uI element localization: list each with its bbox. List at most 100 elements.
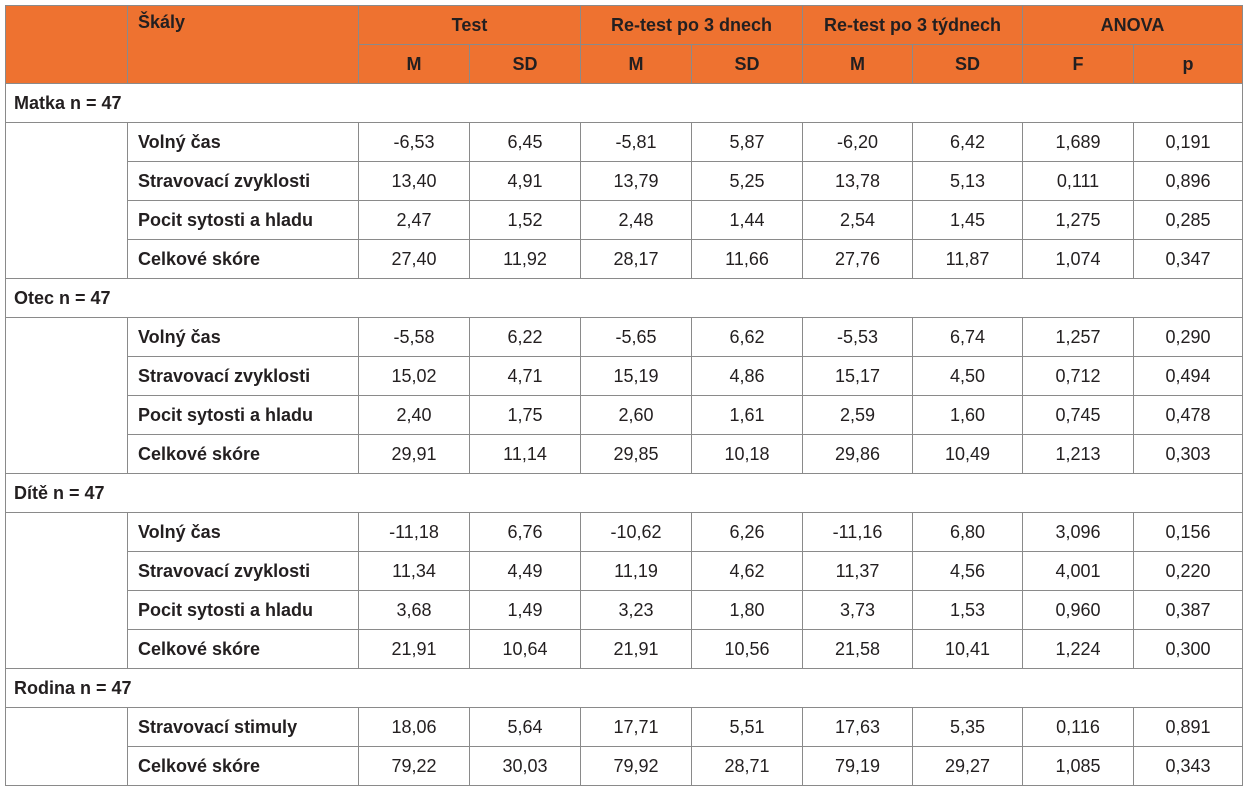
header-sub-f: F (1022, 44, 1134, 84)
value-cell: -5,65 (580, 317, 692, 357)
value-cell: -5,81 (580, 122, 692, 162)
value-cell: 2,48 (580, 200, 692, 240)
value-cell: 0,111 (1022, 161, 1134, 201)
value-cell: 1,44 (691, 200, 803, 240)
value-cell: 4,001 (1022, 551, 1134, 591)
value-cell: 0,116 (1022, 707, 1134, 747)
group-row: Otec n = 47 (4, 278, 1244, 318)
value-cell: 0,303 (1132, 434, 1244, 474)
table-row: Pocit sytosti a hladu 3,68 1,49 3,23 1,80 3,7… (5, 590, 1244, 630)
table-row: Pocit sytosti a hladu 2,40 1,75 2,60 1,61 2,5… (5, 395, 1244, 435)
table-row: Volný čas -5,58 6,22 -5,65 6,62 -5,53 6,74 1,25… (5, 317, 1244, 357)
value-cell: 10,64 (469, 629, 581, 669)
value-cell: 0,891 (1132, 707, 1244, 747)
value-cell: 1,49 (469, 590, 581, 630)
value-cell: 6,42 (912, 122, 1023, 162)
value-cell: 4,71 (469, 356, 581, 396)
value-cell: 79,22 (358, 746, 470, 786)
indent-cell (5, 551, 128, 591)
value-cell: 13,40 (358, 161, 470, 201)
table-row: Stravovací zvyklosti 13,40 4,91 13,79 5,25 13… (5, 161, 1244, 201)
value-cell: 0,343 (1132, 746, 1244, 786)
table-row: Celkové skóre 27,40 11,92 28,17 11,66 27,76 11… (5, 239, 1244, 279)
value-cell: 21,58 (802, 629, 913, 669)
value-cell: 5,25 (691, 161, 803, 201)
value-cell: 6,26 (691, 512, 803, 552)
table-row: Celkové skóre 21,91 10,64 21,91 10,56 21,58 10… (5, 629, 1244, 669)
value-cell: 5,35 (912, 707, 1023, 747)
row-label: Volný čas (127, 317, 359, 357)
group-title: Dítě n = 47 (4, 473, 1244, 513)
table-row: Celkové skóre 29,91 11,14 29,85 10,18 29,86 10… (5, 434, 1244, 474)
value-cell: 5,13 (912, 161, 1023, 201)
value-cell: 0,220 (1132, 551, 1244, 591)
table-row: Volný čas -6,53 6,45 -5,81 5,87 -6,20 6,42 1,68… (5, 122, 1244, 162)
table-row: Volný čas -11,18 6,76 -10,62 6,26 -11,16 6,80 3… (5, 512, 1244, 552)
header-sub-sd: SD (469, 44, 581, 84)
value-cell: -11,16 (802, 512, 913, 552)
results-table: Škály Test Re-test po 3 dnech Re-test po… (4, 5, 1244, 786)
group-title: Rodina n = 47 (4, 668, 1244, 708)
value-cell: 2,40 (358, 395, 470, 435)
indent-cell (5, 356, 128, 396)
row-label: Pocit sytosti a hladu (127, 200, 359, 240)
value-cell: 0,347 (1132, 239, 1244, 279)
header-group-retest-3-days: Re-test po 3 dnech (580, 5, 803, 45)
value-cell: -6,53 (358, 122, 470, 162)
header-sub-p: p (1132, 44, 1244, 84)
header-row-groups: Škály Test Re-test po 3 dnech Re-test po… (5, 5, 1244, 84)
group-row: Dítě n = 47 (4, 473, 1244, 513)
value-cell: 11,34 (358, 551, 470, 591)
value-cell: 2,60 (580, 395, 692, 435)
value-cell: 15,17 (802, 356, 913, 396)
value-cell: -10,62 (580, 512, 692, 552)
value-cell: -5,58 (358, 317, 470, 357)
value-cell: 30,03 (469, 746, 581, 786)
value-cell: 79,92 (580, 746, 692, 786)
indent-cell (5, 317, 128, 357)
value-cell: 21,91 (358, 629, 470, 669)
group-row: Rodina n = 47 (4, 668, 1244, 708)
table-row: Stravovací zvyklosti 15,02 4,71 15,19 4,86 15… (5, 356, 1244, 396)
value-cell: 10,56 (691, 629, 803, 669)
value-cell: 4,91 (469, 161, 581, 201)
indent-cell (5, 512, 128, 552)
value-cell: 2,59 (802, 395, 913, 435)
value-cell: 28,71 (691, 746, 803, 786)
indent-cell (5, 161, 128, 201)
value-cell: 0,712 (1022, 356, 1134, 396)
table-row: Pocit sytosti a hladu 2,47 1,52 2,48 1,44 2,5… (5, 200, 1244, 240)
value-cell: 0,387 (1132, 590, 1244, 630)
value-cell: 10,49 (912, 434, 1023, 474)
value-cell: 0,494 (1132, 356, 1244, 396)
value-cell: 29,85 (580, 434, 692, 474)
indent-cell (5, 590, 128, 630)
table-row: Stravovací zvyklosti 11,34 4,49 11,19 4,62 11… (5, 551, 1244, 591)
header-sub-m: M (802, 44, 913, 84)
value-cell: 1,61 (691, 395, 803, 435)
value-cell: 3,73 (802, 590, 913, 630)
value-cell: 1,213 (1022, 434, 1134, 474)
value-cell: 6,45 (469, 122, 581, 162)
row-label: Pocit sytosti a hladu (127, 395, 359, 435)
value-cell: 1,53 (912, 590, 1023, 630)
value-cell: 1,689 (1022, 122, 1134, 162)
value-cell: 6,76 (469, 512, 581, 552)
value-cell: 4,86 (691, 356, 803, 396)
value-cell: 5,87 (691, 122, 803, 162)
table-row: Stravovací stimuly 18,06 5,64 17,71 5,51 17,6… (5, 707, 1244, 747)
value-cell: 13,79 (580, 161, 692, 201)
row-label: Celkové skóre (127, 434, 359, 474)
value-cell: 15,19 (580, 356, 692, 396)
value-cell: 0,300 (1132, 629, 1244, 669)
value-cell: 15,02 (358, 356, 470, 396)
value-cell: 11,92 (469, 239, 581, 279)
value-cell: 17,71 (580, 707, 692, 747)
value-cell: 28,17 (580, 239, 692, 279)
value-cell: 1,085 (1022, 746, 1134, 786)
value-cell: 11,14 (469, 434, 581, 474)
value-cell: 0,156 (1132, 512, 1244, 552)
value-cell: 29,91 (358, 434, 470, 474)
value-cell: 5,64 (469, 707, 581, 747)
row-label: Volný čas (127, 512, 359, 552)
